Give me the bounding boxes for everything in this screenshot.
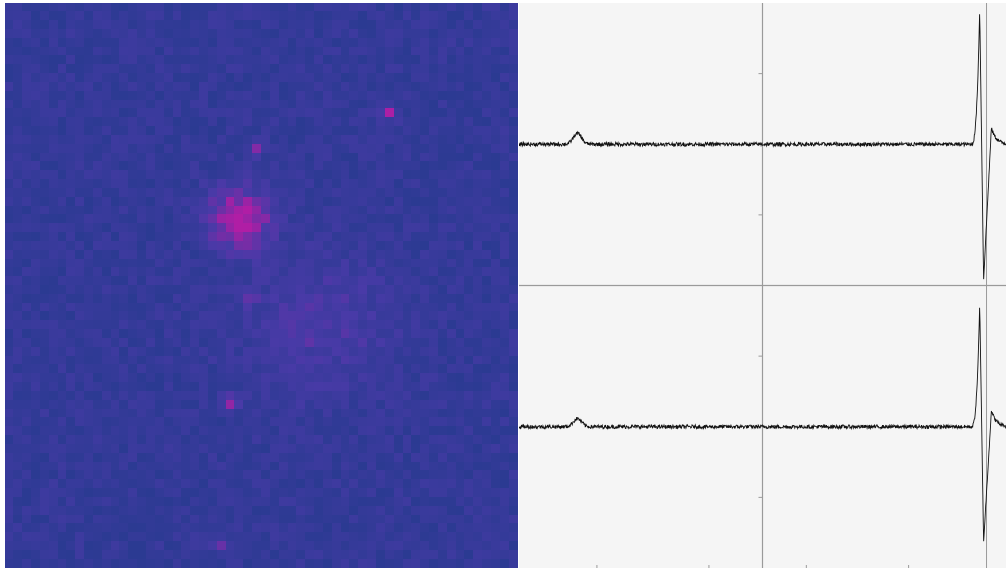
trace-bottom [519,307,1006,542]
traces-panel[interactable] [519,3,1006,568]
trace-top [519,14,1006,280]
traces-plot[interactable] [519,3,1006,568]
trace-layer [519,14,1006,542]
grid-layer [519,3,1006,568]
heatmap-panel[interactable] [5,3,518,568]
heatmap-image[interactable] [5,3,518,568]
